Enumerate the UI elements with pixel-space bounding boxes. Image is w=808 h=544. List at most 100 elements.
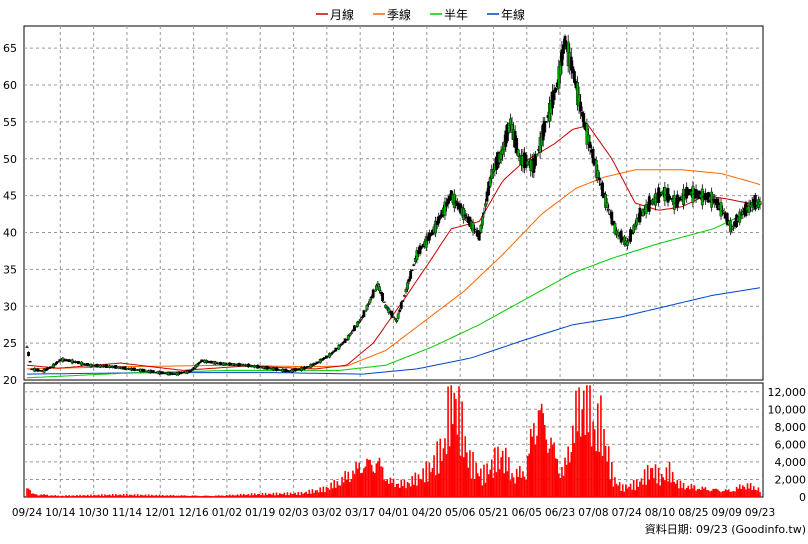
candle-body [552,89,556,101]
volume-bar [534,444,537,497]
volume-bar [149,495,152,497]
volume-bar [601,455,604,497]
volume-bar [252,495,254,497]
volume-bar [260,495,262,497]
candle-body [732,225,735,228]
price-tick-label: 65 [3,42,17,55]
legend-label: 月線 [330,7,354,22]
date-tick-label: 12/01 [145,507,175,519]
volume-bar [242,493,245,497]
volume-bar [35,494,38,497]
volume-bar [272,492,275,497]
volume-bar [757,487,760,497]
candle-body [407,278,411,282]
volume-bar [506,471,509,497]
volume-bar [554,458,557,497]
candle-body [329,353,333,356]
volume-bar [227,495,229,497]
candle-body [601,182,604,197]
candle-body [410,269,414,272]
candle-body [314,363,317,365]
volume-bar [453,392,456,497]
volume-bar [213,496,215,497]
volume-bar [712,488,715,497]
volume-bar [79,494,81,497]
volume-bar [550,437,552,497]
candle-body [666,188,670,203]
volume-bar [480,468,482,497]
date-tick-label: 03/02 [312,507,342,519]
volume-bar [384,481,387,497]
volume-bar [609,479,612,497]
volume-bar [126,494,128,497]
price-tick-label: 20 [3,374,17,387]
volume-bar [239,493,242,497]
candle-body [151,370,155,374]
date-tick-label: 07/08 [578,507,608,519]
volume-bar [280,493,283,497]
volume-bar [82,495,84,497]
volume-tick-label: 4,000 [775,456,807,469]
volume-bar [58,496,61,497]
volume-bar [559,477,562,497]
date-tick-label: 04/20 [412,507,442,519]
volume-bar [729,491,732,497]
volume-bar [511,473,513,497]
volume-bar [522,471,524,497]
volume-bar [603,429,605,497]
volume-bar [654,464,657,497]
candle-body [368,299,372,303]
candle-body [28,361,32,363]
volume-bar [232,494,234,497]
volume-bar [611,461,613,497]
volume-bar [55,495,58,497]
candle-body [382,301,386,303]
volume-bar [709,491,711,497]
volume-bar [455,398,457,497]
volume-bar [625,484,627,497]
volume-bar [427,481,429,497]
volume-bar [673,481,676,497]
date-tick-label: 09/24 [12,507,43,519]
candle-body [471,222,475,233]
volume-bar [305,491,307,497]
candle-body [616,232,620,236]
volume-bar [392,478,395,497]
volume-bar [216,495,219,497]
volume-bar [629,483,632,497]
volume-bar [124,495,127,497]
volume-bar [235,495,237,497]
date-tick-label: 08/10 [645,507,675,519]
volume-bar [132,495,134,497]
volume-bar [322,486,325,497]
ma-month-line [26,125,760,371]
volume-bar [693,485,696,497]
volume-bar [526,455,529,497]
volume-bar [481,485,484,497]
volume-bar [194,495,197,497]
volume-bar [193,495,195,497]
volume-bar [40,494,42,497]
volume-bar [27,488,30,497]
volume-bar [359,473,362,497]
volume-bar [676,479,679,497]
date-tick-label: 02/03 [278,507,308,519]
candle-body [562,44,565,54]
volume-bar [704,487,707,497]
volume-bar [642,484,644,497]
candle-body [348,334,352,336]
volume-bar [690,483,693,497]
volume-bar [497,446,499,497]
volume-bar [299,495,301,497]
volume-bar [646,465,649,497]
date-tick-label: 05/06 [445,507,476,519]
volume-bar [539,410,541,497]
volume-bar [253,493,256,497]
date-tick-label: 01/02 [212,507,242,519]
candle-body [721,210,724,212]
volume-bar [57,495,59,497]
volume-bar [244,495,247,497]
volume-bar [470,478,473,497]
volume-bar [667,481,669,497]
volume-bar [172,495,175,497]
